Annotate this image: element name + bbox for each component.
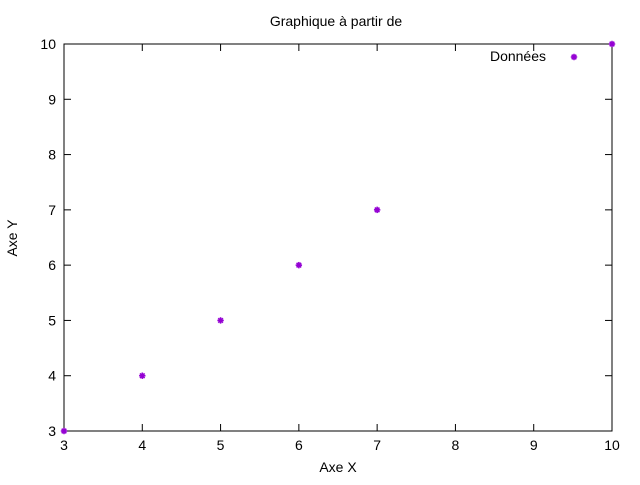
x-tick-label: 5 — [217, 437, 225, 453]
y-tick-label: 8 — [48, 147, 56, 163]
y-tick-label: 6 — [48, 257, 56, 273]
y-tick-label: 10 — [40, 36, 56, 52]
data-point — [295, 261, 303, 269]
data-point — [373, 206, 381, 214]
y-tick-label: 9 — [48, 91, 56, 107]
x-tick-label: 10 — [604, 437, 620, 453]
y-tick-label: 7 — [48, 202, 56, 218]
x-tick-label: 3 — [60, 437, 68, 453]
data-point — [608, 40, 616, 48]
legend-label: Données — [490, 48, 546, 64]
data-point — [217, 317, 224, 324]
chart-title: Graphique à partir de — [270, 13, 403, 29]
x-tick-label: 7 — [373, 437, 381, 453]
x-axis-label: Axe X — [319, 459, 357, 475]
x-tick-label: 8 — [452, 437, 460, 453]
data-point — [60, 427, 68, 435]
data-point — [139, 372, 146, 379]
y-tick-label: 4 — [48, 368, 56, 384]
legend: Données — [490, 48, 578, 64]
plot-frame — [63, 43, 613, 432]
y-axis-label: Axe Y — [4, 219, 20, 257]
x-tick-label: 9 — [530, 437, 538, 453]
y-axis: 3 4 5 6 7 8 9 10 — [40, 36, 612, 439]
data-points — [60, 40, 616, 435]
x-tick-label: 6 — [295, 437, 303, 453]
legend-marker-symbol — [570, 53, 578, 61]
x-axis: 3 4 5 6 7 8 9 10 — [60, 44, 620, 453]
y-tick-label: 5 — [48, 312, 56, 328]
legend-marker — [570, 53, 578, 61]
y-tick-label: 3 — [48, 423, 56, 439]
x-tick-label: 4 — [138, 437, 146, 453]
